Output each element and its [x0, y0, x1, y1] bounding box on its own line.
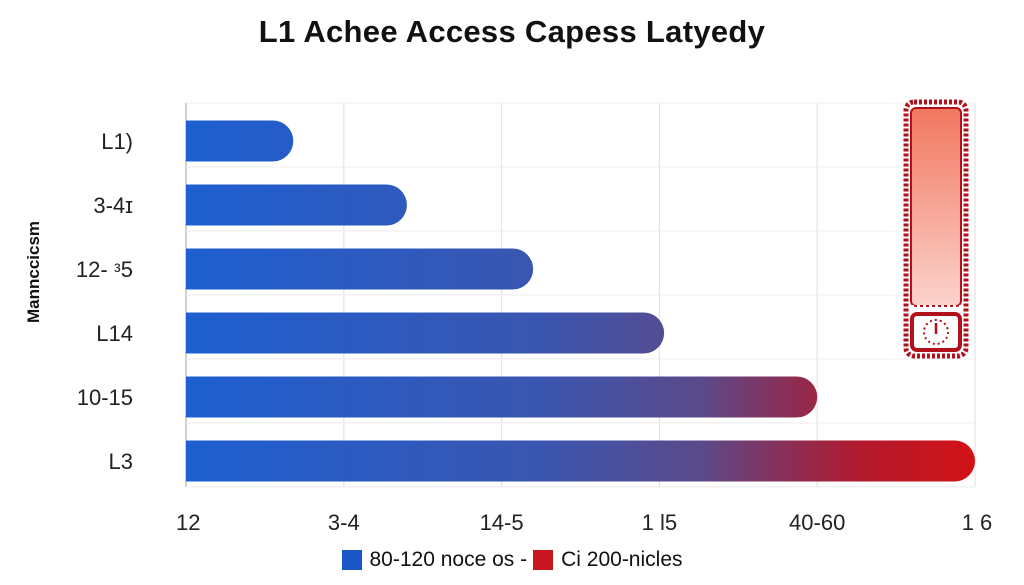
legend-item-blue: 80-120 noce os - — [341, 548, 528, 572]
x-tick-labels: 12 3-4 14-5 1 l5 40-60 1 6 — [176, 510, 992, 535]
highlight-frame — [903, 99, 969, 359]
x-tick-label: 14-5 — [480, 510, 524, 535]
bar — [186, 440, 975, 482]
bar — [186, 184, 407, 226]
legend-swatch-blue — [341, 550, 362, 570]
chart-title: L1 Achee Access Capess Latyedy — [258, 14, 766, 49]
x-tick-label: 12 — [176, 510, 200, 535]
category-label: L14 — [96, 321, 133, 346]
highlight-fill — [910, 107, 962, 307]
category-label: 3-4ɪ — [93, 193, 133, 218]
x-tick-label: 1 l5 — [642, 510, 677, 535]
legend-swatch-red — [533, 550, 554, 570]
grid-lines — [185, 102, 976, 488]
legend: 80-120 noce os - Ci 200-nicles — [0, 548, 1024, 572]
bar — [186, 376, 818, 418]
legend-label-red: Ci 200-nicles — [561, 548, 683, 571]
bar — [186, 312, 665, 354]
legend-label-blue: 80-120 noce os - — [369, 548, 528, 571]
bar — [186, 248, 534, 290]
x-tick-label: 3-4 — [328, 510, 360, 535]
highlight-marker — [903, 99, 969, 359]
timer-icon — [923, 319, 949, 345]
category-label: 12- ᵌ5 — [76, 257, 133, 282]
category-label: L1) — [101, 129, 133, 154]
category-label: 10-15 — [77, 385, 133, 410]
bar — [186, 120, 294, 162]
x-tick-label: 1 6 — [962, 510, 993, 535]
bars — [186, 120, 975, 482]
category-labels: L1) 3-4ɪ 12- ᵌ5 L14 10-15 L3 — [76, 129, 133, 474]
category-label: L3 — [109, 449, 133, 474]
x-tick-label: 40-60 — [789, 510, 845, 535]
legend-item-red: Ci 200-nicles — [533, 548, 683, 572]
